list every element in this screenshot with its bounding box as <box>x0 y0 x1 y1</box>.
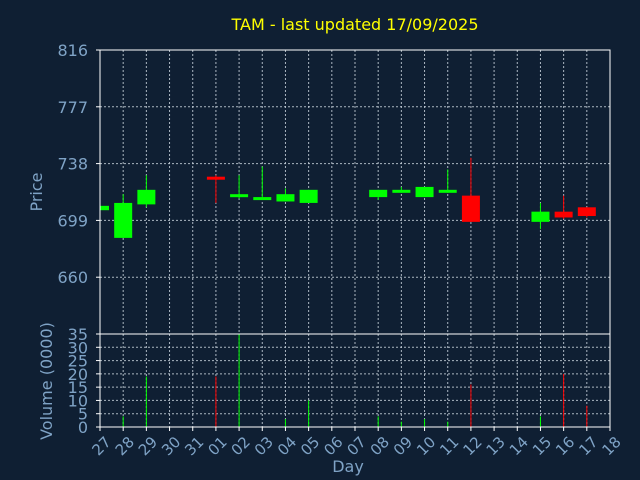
candle-body <box>276 194 295 202</box>
volume-axis-label: Volume (0000) <box>37 322 56 440</box>
volume-tick-label: 20 <box>68 365 88 384</box>
candle-body <box>137 189 156 205</box>
volume-tick-label: 30 <box>68 338 88 357</box>
price-tick-label: 816 <box>57 41 88 60</box>
volume-tick-label: 35 <box>68 325 88 344</box>
volume-tick-label: 5 <box>78 405 88 424</box>
x-tick-label: 18 <box>599 433 625 459</box>
candle-body <box>415 186 434 198</box>
price-axis-label: Price <box>27 172 46 211</box>
candle-body <box>100 205 109 211</box>
price-tick-label: 660 <box>57 268 88 287</box>
candle-body <box>369 189 388 198</box>
candle-body <box>253 197 272 201</box>
candle-body <box>438 189 457 193</box>
volume-tick-label: 10 <box>68 391 88 410</box>
candle-body <box>577 207 596 217</box>
candle-body <box>230 194 249 198</box>
x-axis-label: Day <box>332 457 364 476</box>
price-tick-label: 777 <box>57 98 88 117</box>
candle-body <box>114 202 133 238</box>
price-tick-label: 699 <box>57 211 88 230</box>
candle-body <box>531 211 550 222</box>
candle-body <box>554 211 573 218</box>
price-panel: 660 699 738 777 816 <box>57 41 611 335</box>
volume-tick-label: 25 <box>68 352 88 371</box>
price-tick-label: 738 <box>57 155 88 174</box>
volume-tick-label: 15 <box>68 378 88 397</box>
candle-body <box>392 189 411 193</box>
chart-title: TAM - last updated 17/09/2025 <box>230 15 478 34</box>
volume-tick-label: 0 <box>78 418 88 437</box>
candle-body <box>299 189 318 203</box>
candle-body <box>206 176 225 180</box>
candle-body <box>461 195 480 222</box>
